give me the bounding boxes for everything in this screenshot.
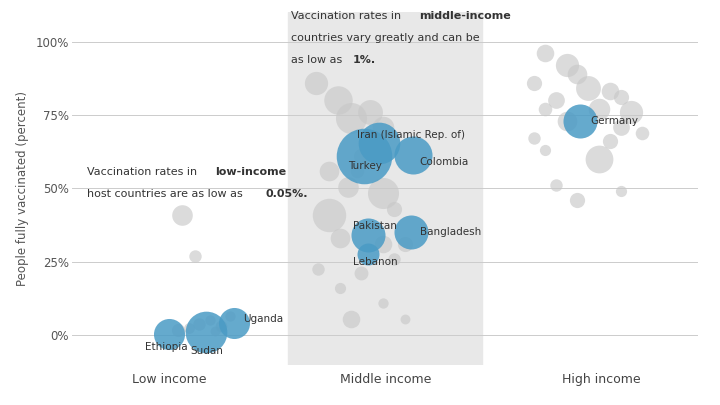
Y-axis label: People fully vaccinated (percent): People fully vaccinated (percent) (16, 91, 29, 286)
Point (539, 147, 551, 153)
Point (377, 241, 389, 247)
Point (356, 270, 367, 277)
Point (550, 97, 562, 104)
Point (215, 323, 227, 330)
Point (615, 124, 626, 130)
Point (582, 85, 594, 92)
Point (399, 316, 410, 322)
Point (345, 316, 356, 322)
Point (224, 313, 235, 319)
Text: 1%.: 1%. (353, 55, 376, 65)
Text: countries vary greatly and can be: countries vary greatly and can be (291, 33, 480, 43)
Text: Uganda: Uganda (243, 314, 283, 324)
Point (362, 232, 374, 239)
Text: Bangladesh: Bangladesh (420, 227, 481, 237)
Point (377, 190, 389, 196)
Point (364, 109, 376, 115)
Point (593, 106, 605, 112)
Point (561, 117, 572, 124)
Point (200, 328, 212, 335)
Point (228, 320, 240, 326)
Point (539, 106, 551, 112)
Point (405, 229, 417, 236)
Text: host countries are as low as: host countries are as low as (87, 189, 246, 198)
Point (615, 188, 626, 194)
Point (358, 153, 369, 159)
Point (373, 140, 384, 146)
Point (572, 197, 583, 203)
Point (334, 235, 346, 241)
Point (572, 70, 583, 77)
Point (561, 62, 572, 68)
Point (604, 138, 616, 145)
Text: low-income: low-income (215, 166, 286, 177)
Text: Ethiopia: Ethiopia (145, 342, 188, 352)
Text: Vaccination rates in: Vaccination rates in (87, 166, 201, 177)
Point (172, 326, 184, 333)
Text: Iran (Islamic Rep. of): Iran (Islamic Rep. of) (357, 130, 465, 141)
Point (343, 183, 354, 190)
Point (399, 241, 410, 247)
Text: Sudan: Sudan (191, 346, 224, 356)
Point (528, 135, 540, 142)
Point (163, 330, 175, 337)
Point (312, 266, 324, 272)
Point (176, 211, 188, 218)
Point (550, 182, 562, 189)
Point (362, 251, 374, 258)
Text: as low as: as low as (291, 55, 346, 65)
Point (189, 253, 201, 259)
Point (323, 168, 335, 174)
Text: middle-income: middle-income (419, 11, 510, 21)
Point (332, 97, 343, 104)
Text: Pakistan: Pakistan (353, 222, 397, 232)
Point (539, 50, 551, 57)
Bar (288, 12, 482, 364)
Point (408, 151, 419, 158)
Point (626, 109, 637, 115)
Point (593, 156, 605, 162)
Point (636, 129, 648, 136)
Point (377, 124, 389, 130)
Point (351, 168, 363, 174)
Point (615, 94, 626, 100)
Text: Lebanon: Lebanon (353, 257, 397, 267)
Text: Colombia: Colombia (420, 157, 469, 167)
Point (345, 115, 356, 121)
Point (209, 328, 220, 334)
Point (183, 324, 194, 331)
Point (356, 153, 367, 159)
Point (528, 79, 540, 86)
Point (194, 321, 205, 327)
Text: Germany: Germany (590, 116, 639, 126)
Point (574, 117, 585, 124)
Point (388, 206, 400, 212)
Point (604, 88, 616, 95)
Point (388, 256, 400, 262)
Text: Vaccination rates in: Vaccination rates in (291, 11, 405, 21)
Point (310, 79, 322, 86)
Text: Turkey: Turkey (348, 161, 382, 171)
Point (323, 211, 335, 218)
Point (377, 300, 389, 306)
Text: 0.05%.: 0.05%. (266, 189, 308, 198)
Point (334, 285, 346, 292)
Point (204, 317, 216, 324)
